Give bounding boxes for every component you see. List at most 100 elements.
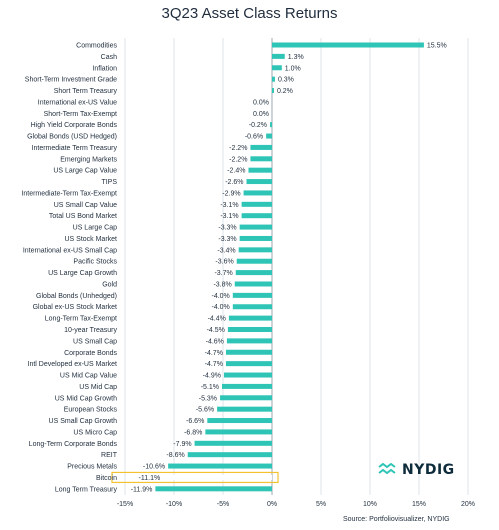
bar — [205, 429, 272, 435]
category-label: Intermediate Term Treasury — [32, 145, 118, 152]
bar — [226, 338, 272, 344]
bar — [239, 235, 272, 241]
bar — [228, 315, 272, 321]
category-label: Long-Term Tax-Exempt — [45, 316, 117, 323]
category-label: Intl Developed ex-US Market — [28, 361, 118, 368]
category-label: Short-Term Investment Grade — [25, 77, 117, 84]
x-tick-label: -5% — [217, 501, 229, 508]
x-tick-label: 0% — [267, 501, 277, 508]
category-label: Gold — [102, 281, 117, 288]
value-label: -4.5% — [207, 327, 225, 334]
value-label: 1.3% — [288, 54, 304, 61]
value-label: -4.9% — [203, 373, 221, 380]
chart-title: 3Q23 Asset Class Returns — [161, 5, 338, 22]
value-label: -3.8% — [213, 281, 231, 288]
nydig-logo-icon — [378, 463, 396, 475]
bar — [236, 258, 272, 264]
value-label: -3.7% — [214, 270, 232, 277]
value-label: -4.6% — [206, 338, 224, 345]
category-label: Long-Term Corporate Bonds — [29, 441, 118, 448]
bar — [270, 122, 272, 128]
bar — [250, 144, 272, 150]
category-label: Corporate Bonds — [64, 350, 117, 357]
value-label: -2.2% — [229, 145, 247, 152]
bar — [223, 372, 272, 378]
value-label: -5.3% — [199, 395, 217, 402]
bar — [241, 201, 272, 207]
bars — [155, 42, 424, 492]
category-label: Long Term Treasury — [55, 486, 118, 493]
category-label: High Yield Corporate Bonds — [31, 122, 118, 129]
category-label: Total US Bond Market — [49, 213, 117, 220]
x-tick-label: 15% — [412, 501, 426, 508]
category-label: Short Term Treasury — [54, 88, 118, 95]
value-label: -3.1% — [220, 213, 238, 220]
value-label: 0.0% — [253, 111, 269, 118]
highlight-box — [111, 471, 279, 484]
category-label: US Large Cap Growth — [48, 270, 117, 277]
bar — [272, 42, 424, 48]
value-label: -4.4% — [208, 316, 226, 323]
value-label: -8.6% — [166, 452, 184, 459]
bar — [272, 53, 285, 59]
value-label: 1.0% — [285, 65, 301, 72]
value-label: -3.3% — [218, 225, 236, 232]
value-label: -10.6% — [143, 464, 165, 471]
category-label: Short-Term Tax-Exempt — [44, 111, 117, 118]
value-label: -6.8% — [184, 429, 202, 436]
bar — [168, 463, 272, 469]
category-label: European Stocks — [64, 407, 118, 414]
category-label: US Small Cap Growth — [49, 418, 118, 425]
value-label: 0.0% — [253, 99, 269, 106]
bar — [235, 270, 272, 276]
bar — [272, 88, 274, 94]
category-label: 10-year Treasury — [64, 327, 117, 334]
value-label: -4.7% — [205, 350, 223, 357]
value-label: -5.6% — [196, 407, 214, 414]
value-label: -3.1% — [220, 202, 238, 209]
x-tick-labels: -15% -10% -5% 0% 5% 10% 15% 20% — [117, 501, 475, 508]
category-label: US Mid Cap — [79, 384, 117, 391]
x-tick-label: 5% — [316, 501, 326, 508]
bar — [232, 304, 272, 310]
value-label: -2.9% — [222, 190, 240, 197]
bar — [248, 167, 272, 173]
bar — [220, 395, 272, 401]
bar — [155, 486, 272, 492]
category-labels: Commodities Cash Inflation Short-Term Inves… — [21, 43, 117, 494]
value-label: -2.6% — [225, 179, 243, 186]
bar — [246, 179, 272, 185]
value-label: -7.9% — [173, 441, 191, 448]
value-label: -3.3% — [218, 236, 236, 243]
source-label: Source: Portfoliovisualizer, NYDIG — [343, 516, 450, 523]
bar — [234, 281, 272, 287]
category-label: Cash — [101, 54, 117, 61]
category-label: Intermediate-Term Tax-Exempt — [21, 190, 117, 197]
category-label: Global Bonds (USD Hedged) — [27, 134, 117, 141]
bar — [227, 327, 272, 332]
bar — [272, 76, 275, 82]
x-tick-label: -10% — [166, 501, 182, 508]
value-label: -11.9% — [131, 486, 153, 493]
category-label: US Small Cap — [73, 338, 117, 345]
bar — [250, 156, 272, 162]
bar — [266, 133, 272, 139]
category-label: International ex-US Small Cap — [23, 247, 117, 254]
category-label: Pacific Stocks — [73, 259, 117, 266]
category-label: TIPS — [101, 179, 117, 186]
value-label: -3.6% — [215, 259, 233, 266]
bar — [272, 65, 282, 71]
category-label: Commodities — [76, 43, 117, 50]
bar — [163, 474, 272, 480]
category-label: US Stock Market — [64, 236, 117, 243]
bar — [187, 452, 272, 458]
value-label: -2.2% — [229, 156, 247, 163]
bar — [241, 213, 272, 219]
nydig-logo: NYDIG — [378, 462, 455, 478]
bar — [225, 349, 272, 355]
category-label: US Large Cap Value — [53, 168, 117, 175]
value-label: -5.1% — [201, 384, 219, 391]
value-label: -3.4% — [217, 247, 235, 254]
value-label: -11.1% — [139, 475, 161, 482]
